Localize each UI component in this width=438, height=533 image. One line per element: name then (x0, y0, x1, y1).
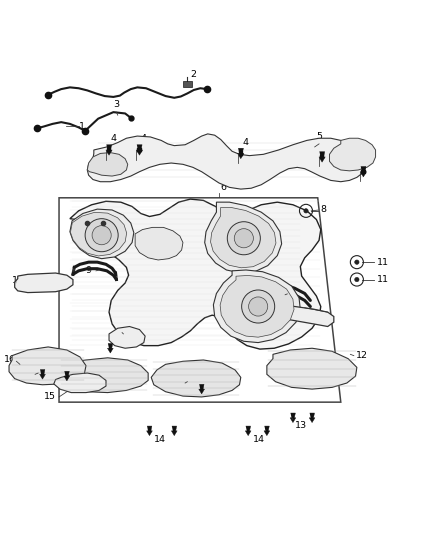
Text: 12: 12 (356, 351, 367, 360)
Polygon shape (54, 373, 106, 393)
Polygon shape (9, 347, 86, 385)
Text: 14: 14 (154, 434, 166, 443)
Text: 2: 2 (191, 70, 196, 79)
Text: 9: 9 (86, 266, 92, 276)
Text: 5: 5 (316, 132, 322, 141)
PathPatch shape (309, 413, 315, 423)
PathPatch shape (64, 372, 70, 381)
Text: 11: 11 (377, 257, 389, 266)
Bar (239, 151, 243, 156)
PathPatch shape (264, 426, 270, 435)
PathPatch shape (40, 369, 46, 379)
Text: 13: 13 (19, 370, 31, 379)
Text: 3: 3 (113, 100, 120, 109)
Text: 10: 10 (12, 276, 24, 285)
Text: 8: 8 (321, 206, 327, 214)
Polygon shape (70, 209, 134, 259)
Polygon shape (220, 276, 294, 337)
Text: 11: 11 (377, 275, 389, 284)
PathPatch shape (199, 384, 205, 394)
Polygon shape (183, 81, 192, 87)
Text: 13: 13 (295, 421, 307, 430)
Polygon shape (267, 348, 357, 389)
Bar (107, 148, 111, 152)
Polygon shape (71, 212, 127, 256)
Polygon shape (329, 138, 375, 171)
Text: 7: 7 (73, 217, 78, 227)
Text: 4: 4 (110, 134, 117, 143)
Bar (137, 148, 141, 152)
Text: 4: 4 (323, 141, 329, 150)
Circle shape (227, 222, 260, 255)
PathPatch shape (147, 426, 152, 435)
Text: 14: 14 (253, 434, 265, 443)
Polygon shape (109, 327, 145, 348)
Polygon shape (213, 270, 300, 343)
Text: 4: 4 (243, 138, 248, 147)
Text: 4: 4 (141, 134, 147, 143)
Text: 17: 17 (124, 318, 136, 327)
Circle shape (304, 209, 308, 213)
Bar (320, 155, 324, 159)
PathPatch shape (106, 145, 112, 155)
Polygon shape (87, 152, 128, 176)
PathPatch shape (290, 413, 296, 423)
Polygon shape (15, 273, 73, 293)
Circle shape (249, 297, 268, 316)
Polygon shape (135, 228, 183, 260)
Text: 9: 9 (290, 289, 296, 298)
PathPatch shape (171, 426, 177, 435)
PathPatch shape (136, 145, 143, 155)
Circle shape (355, 277, 359, 282)
Text: 6: 6 (221, 183, 227, 192)
Text: 1: 1 (78, 122, 85, 131)
Polygon shape (151, 360, 241, 397)
Text: 16: 16 (4, 356, 16, 365)
PathPatch shape (360, 166, 367, 177)
Text: 14: 14 (115, 337, 127, 346)
Circle shape (92, 225, 111, 245)
Polygon shape (211, 207, 276, 268)
PathPatch shape (107, 343, 113, 353)
Circle shape (242, 290, 275, 323)
Polygon shape (70, 199, 321, 349)
Text: 4: 4 (364, 156, 370, 165)
Bar (361, 169, 366, 174)
Text: 13: 13 (160, 380, 172, 389)
PathPatch shape (245, 426, 251, 435)
PathPatch shape (319, 152, 325, 162)
Circle shape (355, 260, 359, 264)
Circle shape (85, 219, 118, 252)
Polygon shape (205, 202, 282, 273)
PathPatch shape (238, 148, 244, 159)
Polygon shape (87, 134, 366, 189)
Text: 15: 15 (43, 392, 56, 401)
Text: 14: 14 (210, 378, 223, 387)
Polygon shape (235, 301, 334, 327)
Polygon shape (60, 358, 148, 393)
Circle shape (234, 229, 254, 248)
Text: 10: 10 (306, 302, 318, 311)
